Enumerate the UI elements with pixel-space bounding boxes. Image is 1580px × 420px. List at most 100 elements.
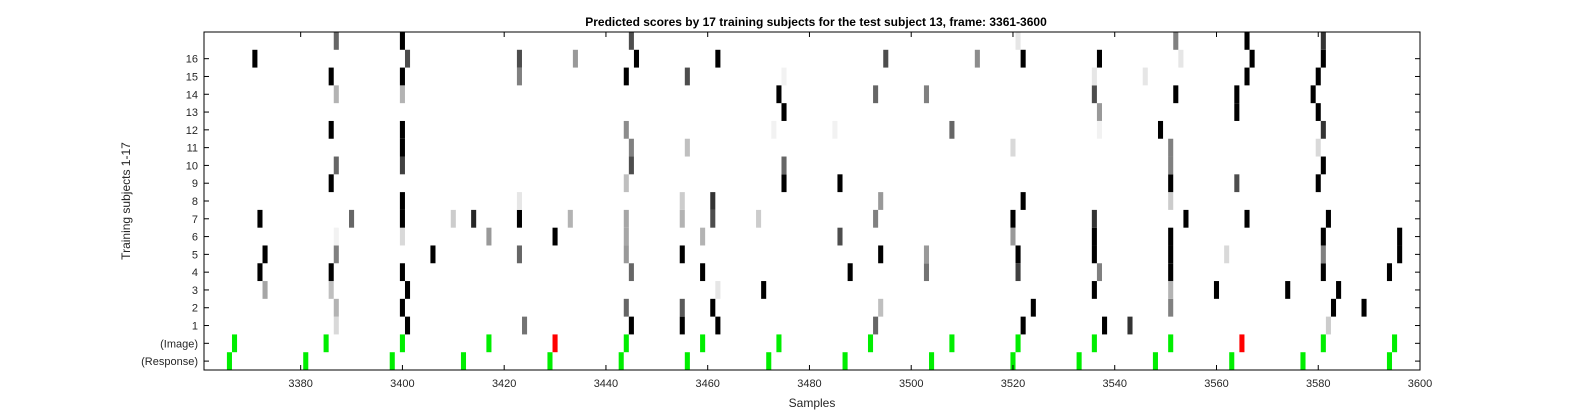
score-cell xyxy=(1173,85,1179,104)
score-cell xyxy=(847,263,853,282)
score-cell xyxy=(623,209,629,228)
score-cell xyxy=(399,227,405,246)
score-cell xyxy=(1168,281,1174,299)
y-tick-label: 6 xyxy=(192,232,198,244)
score-cell xyxy=(1285,281,1291,299)
score-cell xyxy=(1168,227,1174,246)
score-cell xyxy=(333,316,339,335)
image-event-mark xyxy=(1091,334,1097,353)
score-cell xyxy=(756,209,762,228)
score-cell xyxy=(399,120,405,139)
score-cell xyxy=(1015,263,1021,282)
score-cell xyxy=(1249,49,1255,68)
score-cell xyxy=(333,298,339,317)
score-cell xyxy=(257,209,263,228)
score-cell xyxy=(1320,49,1326,68)
score-cell xyxy=(1315,138,1321,157)
score-cell xyxy=(1320,32,1326,50)
image-event-mark xyxy=(552,334,558,353)
score-cell xyxy=(516,192,522,210)
score-cell xyxy=(679,209,685,228)
score-cell xyxy=(1234,103,1240,121)
score-cell xyxy=(333,245,339,264)
score-cell xyxy=(1168,174,1174,193)
score-cell xyxy=(1234,85,1240,104)
score-cell xyxy=(333,156,339,175)
score-cell xyxy=(923,263,930,282)
score-cell xyxy=(710,209,716,228)
response-event-mark xyxy=(766,352,772,370)
score-cell xyxy=(1102,316,1108,335)
score-cell xyxy=(1397,227,1403,246)
score-cell xyxy=(1168,245,1174,264)
score-cell xyxy=(623,67,629,86)
score-cell xyxy=(1142,67,1148,86)
x-tick-label: 3540 xyxy=(1102,378,1126,390)
score-cell xyxy=(349,209,355,228)
score-cell xyxy=(516,245,522,264)
score-cell xyxy=(333,32,339,50)
score-cell xyxy=(633,49,640,68)
y-tick-label: 5 xyxy=(192,249,198,261)
score-cell xyxy=(623,227,629,246)
response-event-mark xyxy=(226,352,232,370)
score-cell xyxy=(1310,85,1316,104)
score-cell xyxy=(883,49,889,68)
score-cell xyxy=(1315,67,1321,86)
response-event-mark xyxy=(684,352,690,370)
score-cell xyxy=(252,49,258,68)
score-cell xyxy=(623,174,629,193)
score-cell xyxy=(1386,263,1393,282)
score-cell xyxy=(1397,245,1403,264)
score-cell xyxy=(450,209,456,228)
score-cell xyxy=(781,174,787,193)
score-cell xyxy=(262,281,268,299)
score-cell xyxy=(1315,103,1321,121)
score-cell xyxy=(516,49,522,68)
score-cell xyxy=(1010,227,1016,246)
score-cell xyxy=(1096,120,1102,139)
score-cell xyxy=(710,192,716,210)
score-cell xyxy=(471,209,477,228)
score-cell xyxy=(873,316,879,335)
image-event-mark xyxy=(1392,334,1398,353)
score-cell xyxy=(878,245,884,264)
score-cell xyxy=(1320,245,1326,264)
response-event-mark xyxy=(547,352,553,370)
score-cell xyxy=(399,138,405,157)
score-cell xyxy=(1173,32,1179,50)
score-cell xyxy=(1178,49,1184,68)
score-cell xyxy=(333,227,339,246)
image-event-mark xyxy=(867,334,874,353)
score-cell xyxy=(873,85,879,104)
score-cell xyxy=(923,85,930,104)
score-cell xyxy=(1020,192,1026,210)
x-tick-label: 3560 xyxy=(1204,378,1228,390)
score-cell xyxy=(404,316,411,335)
y-tick-label: (Response) xyxy=(141,356,198,368)
score-cell xyxy=(776,85,782,104)
score-cell xyxy=(623,245,629,264)
score-cell xyxy=(1020,316,1026,335)
score-cell xyxy=(878,298,884,317)
score-cell xyxy=(949,120,955,139)
score-cell xyxy=(628,138,634,157)
score-cell xyxy=(771,120,777,139)
score-cell xyxy=(628,263,634,282)
score-cell xyxy=(1096,103,1102,121)
score-cell xyxy=(404,281,411,299)
score-cell xyxy=(1325,316,1331,335)
score-cell xyxy=(399,192,405,210)
score-cell xyxy=(878,192,884,210)
score-cell xyxy=(923,245,930,264)
score-cell xyxy=(761,281,767,299)
score-cell xyxy=(679,316,685,335)
score-cell xyxy=(1244,209,1250,228)
y-axis-label: Training subjects 1-17 xyxy=(119,142,133,260)
image-event-mark xyxy=(623,334,629,353)
response-event-mark xyxy=(389,352,395,370)
image-event-mark xyxy=(486,334,492,353)
score-cell xyxy=(684,67,690,86)
image-event-mark xyxy=(700,334,706,353)
score-cell xyxy=(715,316,721,335)
